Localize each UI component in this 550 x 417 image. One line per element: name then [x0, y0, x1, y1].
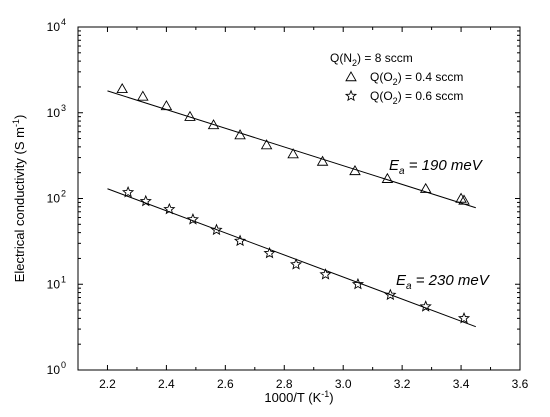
legend-label-series-2: Q(O2) = 0.6 sccm	[370, 89, 463, 106]
x-axis-label-sup: -1	[321, 389, 329, 399]
y-axis-label-sup: -1	[11, 119, 21, 127]
legend-star-marker	[344, 89, 358, 102]
triangle-point	[260, 139, 273, 150]
star-point	[457, 311, 471, 324]
star-point	[163, 202, 176, 215]
legend-label-series-2-post: ) = 0.6 sccm	[398, 89, 464, 103]
data-markers	[116, 82, 471, 324]
x-tick-label: 2.4	[158, 377, 175, 391]
triangle-point	[419, 182, 432, 193]
star-point	[263, 246, 276, 259]
triangle-point	[349, 164, 361, 176]
activation-energy-annotation-1: Ea = 190 meV	[389, 157, 484, 177]
legend-marker-triangle	[345, 71, 357, 82]
legend-label-series-1-pre: Q(O	[370, 70, 393, 84]
legend-label-series-1-sub: 2	[393, 77, 398, 87]
y-tick-exponent: 2	[61, 189, 66, 199]
star-point	[186, 213, 200, 225]
triangle-point	[137, 90, 149, 101]
legend-label-series-2-pre: Q(O	[370, 89, 393, 103]
triangle-point	[455, 192, 467, 203]
x-tick-label: 2.2	[99, 377, 116, 391]
annotation-1-symbol: E	[389, 157, 400, 174]
y-tick-base: 10	[47, 106, 61, 120]
star-point	[233, 234, 247, 247]
y-axis-label-main: Electrical conductivity (S m	[12, 127, 27, 282]
annotation-1-text: = 190 meV	[405, 157, 484, 174]
y-tick-base: 10	[47, 277, 61, 291]
legend-title-pre: Q(N	[330, 51, 352, 65]
y-tick-label: 10	[47, 277, 61, 291]
x-tick-label: 2.8	[276, 377, 293, 391]
y-tick-label: 10	[47, 192, 61, 206]
y-tick-base: 10	[47, 363, 61, 377]
star-point	[210, 223, 223, 236]
x-tick-label: 3.0	[335, 377, 352, 391]
legend-title: Q(N2) = 8 sccm	[330, 51, 413, 68]
y-axis-label-tail: )	[12, 115, 27, 119]
star-point	[319, 268, 332, 280]
star-point	[139, 194, 152, 207]
x-axis-label: 1000/T (K-1)	[264, 389, 333, 405]
x-axis-label-main: 1000/T (K	[264, 390, 321, 405]
triangle-point	[160, 100, 173, 111]
fit-line-series-1	[107, 90, 476, 209]
legend-label-series-1-post: ) = 0.4 sccm	[398, 70, 464, 84]
triangle-point	[207, 119, 220, 130]
triangle-point	[287, 148, 299, 159]
activation-energy-annotation-2: Ea = 230 meV	[396, 272, 491, 292]
legend-title-sub: 2	[352, 58, 357, 68]
star-point	[351, 277, 365, 290]
x-tick-label: 3.6	[512, 377, 529, 391]
y-tick-base: 10	[47, 20, 61, 34]
fit-lines	[107, 90, 476, 328]
x-tick-label: 3.2	[394, 377, 411, 391]
legend-title-post: ) = 8 sccm	[357, 51, 413, 65]
x-axis: 2.2 2.4 2.6 2.8 3.0 3.2 3.4 3.6	[99, 27, 529, 391]
triangle-point	[381, 172, 394, 183]
y-tick-exponent: 1	[61, 274, 66, 284]
y-tick-exponent: 4	[61, 17, 66, 27]
x-tick-label: 3.4	[453, 377, 470, 391]
legend-triangle-marker	[345, 71, 357, 82]
legend-label-series-2-sub: 2	[393, 96, 398, 106]
y-tick-base: 10	[47, 192, 61, 206]
triangle-point	[316, 155, 329, 166]
star-point	[122, 185, 135, 198]
x-tick-label: 2.6	[217, 377, 234, 391]
annotation-2-symbol: E	[396, 272, 407, 289]
legend-marker-star	[344, 89, 358, 102]
legend-label-series-1: Q(O2) = 0.4 sccm	[370, 70, 463, 87]
star-point	[384, 288, 397, 301]
triangle-point	[184, 110, 196, 121]
annotation-1-sub: a	[399, 166, 405, 177]
y-tick-label: 10	[47, 106, 61, 120]
y-tick-exponent: 3	[61, 103, 66, 113]
legend: Q(N2) = 8 sccm Q(O2) = 0.4 sccm Q(O2) = …	[330, 51, 463, 106]
y-axis-label: Electrical conductivity (S m-1)	[11, 115, 27, 283]
y-tick-exponent: 0	[61, 360, 66, 370]
annotation-2-sub: a	[406, 281, 412, 292]
triangle-point	[116, 82, 128, 94]
triangle-point	[234, 129, 246, 140]
star-point	[289, 258, 303, 270]
y-tick-label: 10	[47, 363, 61, 377]
star-point	[419, 300, 432, 312]
triangle-point	[458, 194, 470, 205]
annotation-2-text: = 230 meV	[412, 272, 491, 289]
fit-line-series-2	[107, 188, 476, 328]
y-tick-label: 10	[47, 20, 61, 34]
x-axis-label-tail: )	[329, 390, 333, 405]
